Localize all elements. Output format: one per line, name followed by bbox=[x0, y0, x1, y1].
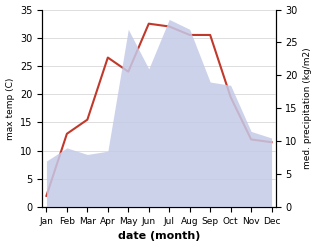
X-axis label: date (month): date (month) bbox=[118, 231, 200, 242]
Y-axis label: med. precipitation (kg/m2): med. precipitation (kg/m2) bbox=[303, 48, 313, 169]
Y-axis label: max temp (C): max temp (C) bbox=[5, 77, 15, 140]
